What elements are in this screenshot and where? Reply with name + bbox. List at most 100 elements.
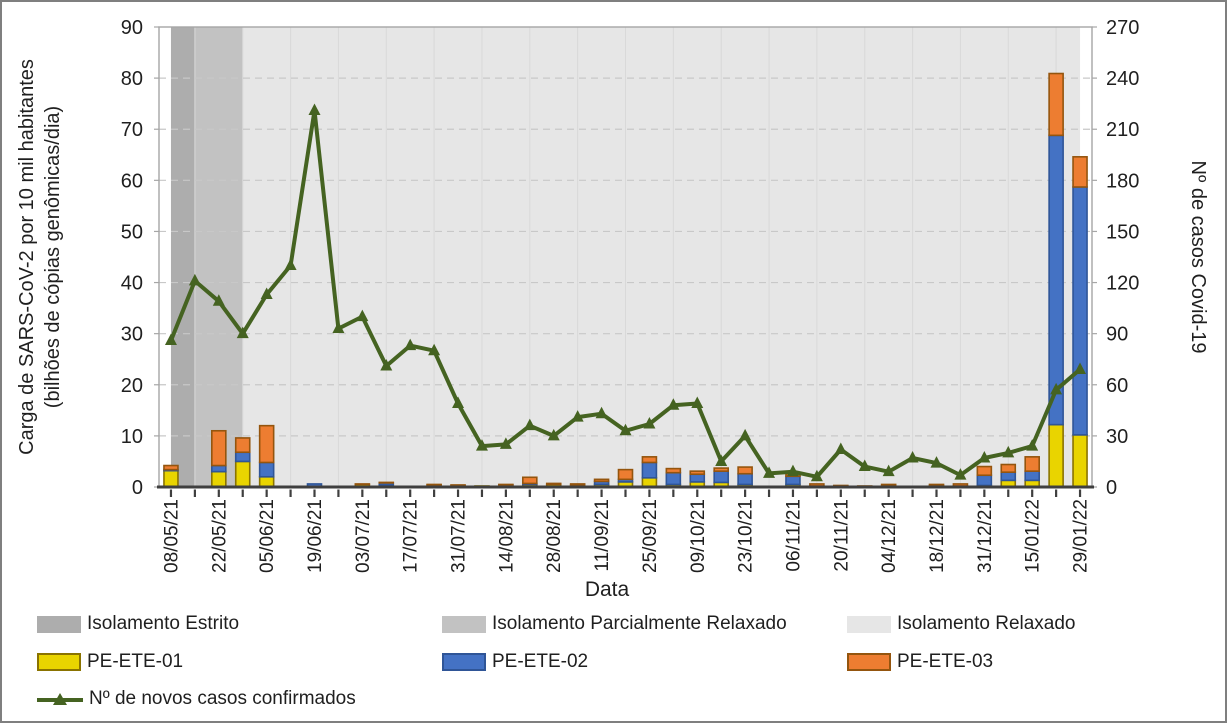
cases-marker (356, 309, 369, 322)
right-axis-tick: 0 (1106, 477, 1117, 499)
bar-segment-PE-ETE-03 (234, 437, 251, 454)
cases-marker (523, 418, 536, 431)
bar-segment-PE-ETE-02 (1024, 470, 1040, 482)
left-axis-tick: 70 (121, 119, 143, 141)
bar-segment-PE-ETE-03 (354, 483, 371, 486)
bar-segment-PE-ETE-03 (426, 483, 442, 486)
bar-segment-PE-ETE-02 (713, 470, 729, 484)
cases-marker (1074, 362, 1087, 374)
legend-item-pe-ete-03: PE-ETE-03 (847, 650, 993, 674)
left-axis-tick: 0 (132, 477, 143, 499)
cases-marker (380, 359, 393, 371)
cases-marker (1002, 445, 1015, 458)
x-axis-date-label: 23/10/21 (736, 499, 757, 573)
bar-segment-PE-ETE-02 (1000, 471, 1017, 482)
cases-marker (834, 442, 847, 455)
x-axis-date-label: 20/11/21 (831, 499, 852, 572)
left-axis-tick: 20 (121, 375, 143, 397)
x-axis-date-label: 03/07/21 (353, 499, 374, 573)
cases-marker (786, 464, 799, 477)
cases-marker (308, 103, 321, 115)
x-axis-date-label: 17/07/21 (401, 499, 422, 573)
bar-segment-PE-ETE-03 (498, 483, 514, 486)
x-axis-date-label: 05/06/21 (257, 499, 278, 573)
x-axis-date-label: 04/12/21 (879, 499, 900, 573)
cases-marker (906, 451, 919, 463)
cases-marker (260, 287, 273, 299)
right-axis-tick: 210 (1106, 119, 1139, 141)
legend-item-novos-casos: Nº de novos casos confirmados (37, 687, 356, 711)
cases-marker (882, 464, 895, 477)
bar-segment-PE-ETE-02 (641, 461, 658, 479)
zone-band (170, 27, 195, 487)
x-axis-date-label: 22/05/21 (209, 499, 230, 573)
zone-estrito-label: Isolamento Estrito (87, 613, 240, 634)
bar-segment-PE-ETE-02 (976, 474, 993, 487)
right-axis-tick: 270 (1106, 17, 1139, 39)
bar-segment-PE-ETE-03 (617, 468, 634, 481)
left-axis-tick: 90 (121, 17, 143, 39)
x-axis-date-label: 31/12/21 (975, 499, 996, 573)
left-axis-tick: 10 (121, 426, 143, 448)
cases-marker (619, 423, 632, 436)
bar-segment-PE-ETE-01 (211, 470, 227, 488)
cases-marker (978, 451, 991, 463)
bar-segment-PE-ETE-03 (593, 478, 610, 483)
bar-segment-PE-ETE-03 (713, 467, 729, 472)
cases-marker (954, 468, 967, 480)
bar-segment-PE-ETE-03 (641, 456, 658, 464)
cases-marker (930, 456, 943, 468)
cases-marker (667, 398, 680, 410)
zone-estrito-swatch (37, 615, 81, 633)
left-axis-tick: 40 (121, 273, 143, 295)
x-axis-date-label: 06/11/21 (783, 499, 804, 572)
left-axis-tick: 30 (121, 324, 143, 346)
cases-triangle-marker-icon (53, 693, 67, 705)
legend-item-isolamento-estrito: Isolamento Estrito (37, 612, 239, 636)
bar-segment-PE-ETE-03 (1024, 456, 1040, 472)
legend-item-isolamento-parcial: Isolamento Parcialmente Relaxado (442, 612, 787, 636)
pe-ete-01-swatch (37, 653, 81, 671)
bar-segment-PE-ETE-03 (450, 484, 466, 487)
x-axis-date-label: 31/07/21 (449, 499, 470, 573)
bar-segment-PE-ETE-03 (545, 482, 562, 486)
bar-segment-PE-ETE-01 (258, 475, 275, 488)
left-axis-tick: 80 (121, 68, 143, 90)
pe-ete-03-label: PE-ETE-03 (897, 651, 994, 672)
cases-marker (858, 459, 871, 472)
right-axis-tick: 150 (1106, 221, 1139, 243)
zone-parcial-label: Isolamento Parcialmente Relaxado (492, 613, 787, 634)
cases-marker (164, 333, 177, 345)
bar-segment-PE-ETE-03 (522, 476, 538, 485)
right-axis-tick: 90 (1106, 324, 1128, 346)
pe-ete-01-label: PE-ETE-01 (87, 651, 184, 672)
cases-marker (428, 343, 441, 356)
x-axis-date-label: 29/01/22 (1071, 499, 1092, 573)
cases-marker (332, 321, 345, 334)
left-axis-tick: 50 (121, 221, 143, 243)
x-axis-title: Data (585, 578, 630, 601)
legend-item-pe-ete-02: PE-ETE-02 (442, 650, 588, 674)
left-axis-tick: 60 (121, 170, 143, 192)
bar-segment-PE-ETE-01 (1048, 423, 1064, 488)
bar-segment-PE-ETE-03 (665, 467, 682, 474)
legend-item-isolamento-relaxado: Isolamento Relaxado (847, 612, 1076, 636)
legend-item-pe-ete-01: PE-ETE-01 (37, 650, 183, 674)
bar-segment-PE-ETE-02 (737, 472, 753, 486)
right-axis-tick: 30 (1106, 426, 1128, 448)
cases-marker (547, 428, 560, 441)
pe-ete-03-swatch (847, 653, 891, 671)
pe-ete-02-swatch (442, 653, 486, 671)
bar-segment-PE-ETE-03 (1072, 156, 1088, 188)
cases-marker (739, 428, 752, 441)
bar-segment-PE-ETE-02 (1072, 186, 1088, 436)
cases-line-swatch (37, 692, 83, 706)
cases-marker (595, 406, 608, 419)
bar-segment-PE-ETE-03 (163, 464, 179, 471)
cases-marker (236, 326, 249, 339)
right-axis-tick: 120 (1106, 273, 1139, 295)
x-axis-date-label: 14/08/21 (496, 499, 517, 573)
cases-marker (810, 469, 823, 482)
cases-marker (499, 437, 512, 449)
cases-marker (1026, 439, 1039, 451)
